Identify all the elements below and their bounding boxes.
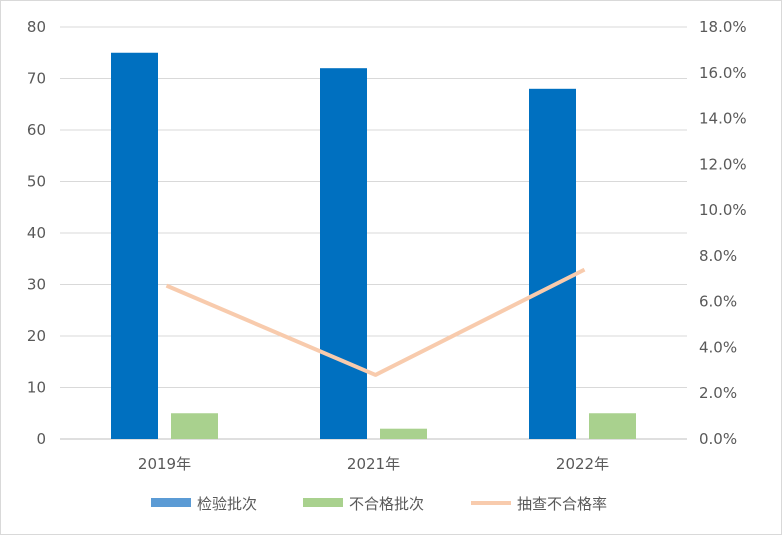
bar-failed (589, 413, 636, 439)
right-axis-tick-label: 8.0% (699, 247, 737, 265)
left-axis-tick-label: 10 (27, 379, 46, 397)
legend-label: 不合格批次 (349, 495, 424, 513)
right-axis-tick-label: 16.0% (699, 64, 747, 82)
left-axis-tick-label: 60 (27, 121, 46, 139)
bar-failed (380, 428, 427, 439)
x-axis-tick-label: 2021年 (347, 455, 400, 473)
left-axis-tick-label: 0 (36, 430, 46, 448)
left-axis-tick-label: 50 (27, 173, 46, 191)
right-axis-tick-label: 10.0% (699, 201, 747, 219)
right-axis-tick-label: 4.0% (699, 338, 737, 356)
right-axis-tick-label: 0.0% (699, 430, 737, 448)
right-axis-tick-label: 12.0% (699, 155, 747, 173)
bar-inspected (111, 52, 158, 439)
right-axis-tick-label: 2.0% (699, 384, 737, 402)
legend-label: 抽查不合格率 (517, 495, 607, 513)
bar-inspected (529, 88, 576, 440)
right-axis-tick-label: 14.0% (699, 110, 747, 128)
right-axis-tick-label: 6.0% (699, 293, 737, 311)
x-axis-tick-label: 2019年 (138, 455, 191, 473)
legend-swatch (303, 498, 343, 507)
right-axis-tick-label: 18.0% (699, 18, 747, 36)
left-axis-tick-label: 70 (27, 70, 46, 88)
left-axis-tick-label: 40 (27, 224, 46, 242)
left-axis-tick-label: 30 (27, 276, 46, 294)
legend-label: 检验批次 (197, 495, 257, 513)
bar-failed (171, 413, 218, 439)
legend-swatch (151, 498, 191, 507)
bar-inspected (320, 68, 367, 439)
left-axis-tick-label: 80 (27, 18, 46, 36)
left-axis-tick-label: 20 (27, 327, 46, 345)
line-fail-rate (165, 267, 586, 377)
x-axis-tick-label: 2022年 (556, 455, 609, 473)
